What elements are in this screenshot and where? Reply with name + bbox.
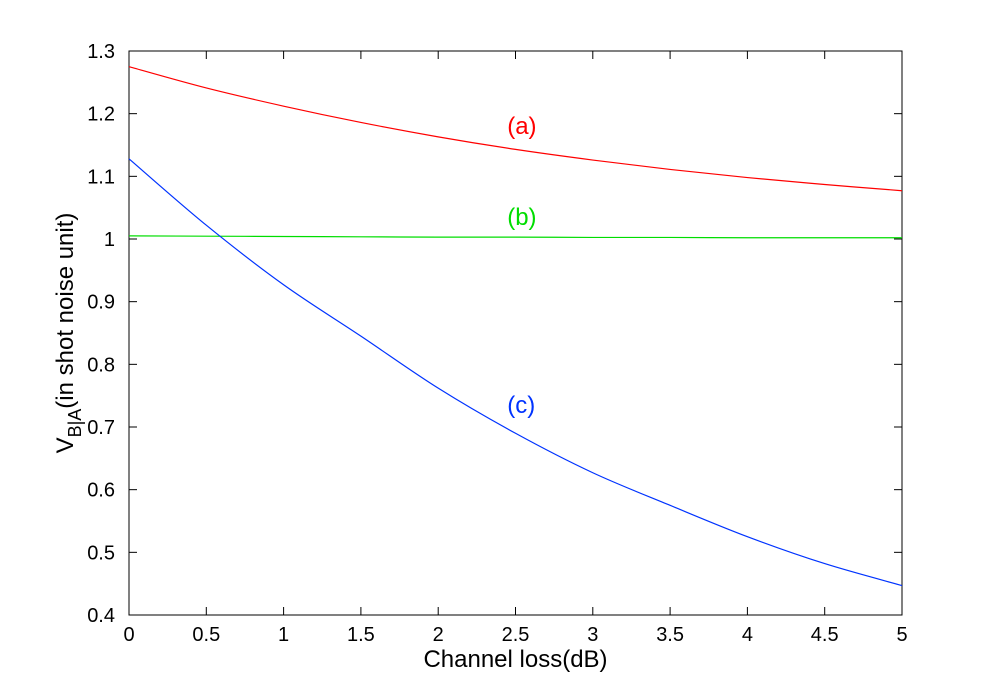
x-tick-labels: 0 0.5 1 1.5 2 2.5 3 3.5 4 4.5 5	[123, 624, 907, 646]
series-b-line	[128, 235, 902, 239]
y-axis-title-subscript: B|A	[65, 409, 85, 438]
x-tick-label: 3	[587, 624, 598, 646]
data-series	[128, 66, 903, 587]
series-a-line	[128, 66, 903, 192]
x-tick-label: 0.5	[192, 624, 220, 646]
y-axis-title-rest: (in shot noise unit)	[52, 213, 79, 409]
plot-area	[128, 50, 903, 616]
tick-marks	[128, 50, 903, 616]
y-tick-label: 1.1	[87, 166, 115, 188]
x-tick-label: 1	[278, 624, 289, 646]
y-tick-label: 0.9	[87, 292, 115, 314]
x-axis-title: Channel loss(dB)	[423, 646, 607, 673]
y-tick-label: 1.3	[87, 41, 115, 63]
y-tick-label: 1.2	[87, 104, 115, 126]
x-tick-label: 0	[123, 624, 134, 646]
x-tick-label: 4.5	[811, 624, 839, 646]
y-tick-label: 0.7	[87, 417, 115, 439]
x-tick-label: 2.5	[502, 624, 530, 646]
x-tick-label: 1.5	[347, 624, 375, 646]
y-tick-labels: 0.4 0.5 0.6 0.7 0.8 0.9 1 1.1 1.2 1.3	[87, 41, 115, 627]
y-axis-title: VB|A(in shot noise unit)	[52, 213, 85, 454]
y-tick-label: 0.6	[87, 480, 115, 502]
x-tick-label: 3.5	[656, 624, 684, 646]
series-labels: (a) (b) (c)	[507, 113, 536, 419]
series-c-label: (c)	[507, 392, 535, 419]
series-b-label: (b)	[507, 204, 536, 231]
series-a-label: (a)	[507, 113, 536, 140]
y-tick-label: 0.4	[87, 605, 115, 627]
y-axis-title-main: V	[52, 437, 79, 453]
y-tick-label: 0.8	[87, 354, 115, 376]
y-tick-label: 1	[104, 229, 115, 251]
series-c-line	[128, 158, 903, 587]
y-tick-label: 0.5	[87, 542, 115, 564]
x-tick-label: 2	[433, 624, 444, 646]
x-tick-label: 4	[742, 624, 753, 646]
x-tick-label: 5	[896, 624, 907, 646]
